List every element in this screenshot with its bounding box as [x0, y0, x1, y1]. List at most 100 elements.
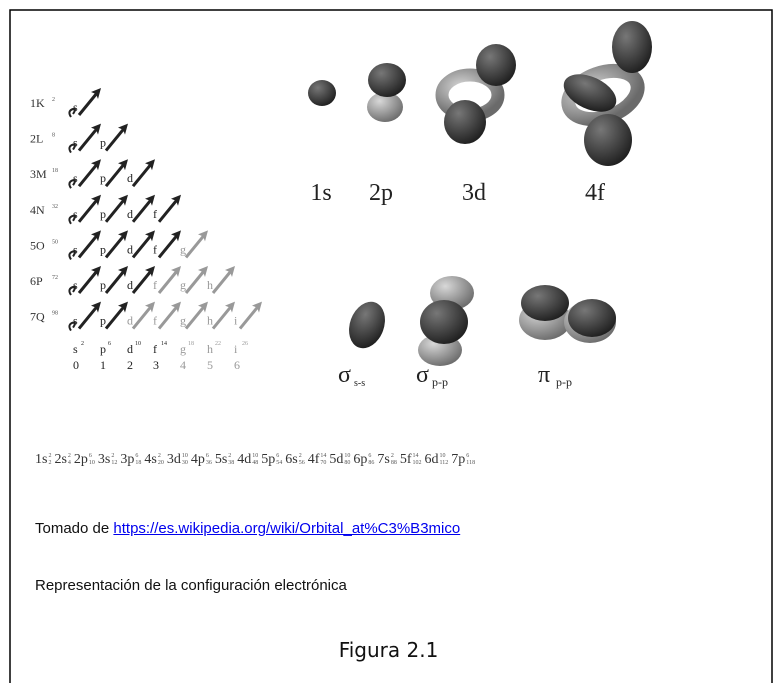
shell-capacity: 32 — [52, 204, 58, 210]
arrow — [133, 307, 151, 329]
figure-number: Figura 2.1 — [0, 638, 777, 662]
subshell-letter: p — [100, 242, 106, 256]
config-electrons: 6 — [276, 453, 282, 460]
subshell-letter: g — [180, 314, 186, 328]
orbital-label: 4f — [585, 180, 605, 206]
config-electrons: 2 — [111, 453, 117, 460]
azimuthal-number: 0 — [73, 358, 79, 372]
config-term: 5s238 — [215, 452, 236, 468]
total-letter: f — [153, 342, 157, 356]
config-orbital: 5d — [329, 452, 343, 468]
config-electrons: 2 — [228, 453, 234, 460]
bond-symbol: σ — [416, 362, 429, 388]
arrow — [106, 235, 124, 257]
config-electrons: 10 — [440, 453, 449, 460]
config-counts: 1080 — [344, 453, 350, 467]
bond-symbol: π — [538, 362, 550, 388]
config-counts: 1048 — [252, 453, 258, 467]
config-term: 7p6118 — [451, 452, 477, 468]
subshell-letter: d — [127, 207, 133, 221]
config-counts: 288 — [391, 453, 397, 467]
config-electrons: 2 — [299, 453, 305, 460]
config-orbital: 3d — [167, 452, 181, 468]
config-orbital: 7s — [377, 452, 389, 468]
config-total: 36 — [206, 460, 212, 467]
orbital-label: 2p — [369, 180, 393, 206]
subshell-letter: h — [207, 278, 213, 292]
config-term: 3p618 — [120, 452, 143, 468]
azimuthal-number: 5 — [207, 358, 213, 372]
source-link[interactable]: https://es.wikipedia.org/wiki/Orbital_at… — [113, 520, 460, 537]
config-total: 56 — [299, 460, 305, 467]
config-electrons: 6 — [135, 453, 141, 460]
subshell-letter: f — [153, 278, 157, 292]
config-orbital: 4s — [144, 452, 156, 468]
arrow — [159, 235, 177, 257]
shell-label: 4N — [30, 203, 45, 217]
page: 1s 2p 3d 4f σ s-s σ p-p π p-p 1K2s2L8sp3… — [0, 0, 777, 683]
config-total: 12 — [111, 460, 117, 467]
arrow — [186, 235, 204, 257]
subshell-letter: p — [100, 207, 106, 221]
shell-capacity: 72 — [52, 275, 58, 281]
arrow — [133, 164, 151, 186]
arrow — [79, 307, 97, 329]
arrow — [159, 271, 177, 293]
config-counts: 654 — [276, 453, 282, 467]
azimuthal-number: 1 — [100, 358, 106, 372]
total-letter: d — [127, 342, 133, 356]
config-electrons: 14 — [320, 453, 326, 460]
config-electrons: 2 — [68, 453, 71, 460]
config-electrons: 6 — [89, 453, 95, 460]
shell-label: 7Q — [30, 310, 45, 324]
config-total: 102 — [413, 460, 422, 467]
config-total: 118 — [466, 460, 475, 467]
config-term: 7s288 — [377, 452, 398, 468]
arrow — [186, 307, 204, 329]
subshell-letter: p — [100, 278, 106, 292]
source-prefix: Tomado de — [35, 520, 109, 537]
total-electrons: 2 — [81, 341, 84, 347]
caption: Representación de la configuración elect… — [35, 577, 347, 594]
subshell-letter: h — [207, 314, 213, 328]
config-orbital: 5s — [215, 452, 227, 468]
arrow — [133, 235, 151, 257]
total-letter: g — [180, 342, 186, 356]
azimuthal-number: 3 — [153, 358, 159, 372]
arrow — [106, 129, 124, 151]
shell-capacity: 18 — [52, 168, 58, 174]
config-total: 2 — [48, 460, 51, 467]
subshell-letter: d — [127, 314, 133, 328]
subshell-letter: d — [127, 278, 133, 292]
shell-label: 6P — [30, 274, 43, 288]
config-orbital: 4p — [191, 452, 205, 468]
config-total: 38 — [228, 460, 234, 467]
subshell-letter: d — [127, 242, 133, 256]
total-letter: p — [100, 342, 106, 356]
total-electrons: 18 — [188, 341, 194, 347]
shell-label: 5O — [30, 238, 45, 252]
shell-label: 1K — [30, 96, 45, 110]
subshell-letter: p — [100, 136, 106, 150]
config-total: 30 — [182, 460, 188, 467]
config-counts: 618 — [135, 453, 141, 467]
config-counts: 212 — [111, 453, 117, 467]
config-total: 10 — [89, 460, 95, 467]
config-counts: 636 — [206, 453, 212, 467]
total-electrons: 22 — [215, 341, 221, 347]
total-electrons: 14 — [161, 341, 167, 347]
arrow — [213, 271, 231, 293]
config-total: 54 — [276, 460, 282, 467]
azimuthal-number: 2 — [127, 358, 133, 372]
config-electrons: 10 — [252, 453, 258, 460]
config-counts: 220 — [158, 453, 164, 467]
config-counts: 22 — [48, 453, 51, 467]
